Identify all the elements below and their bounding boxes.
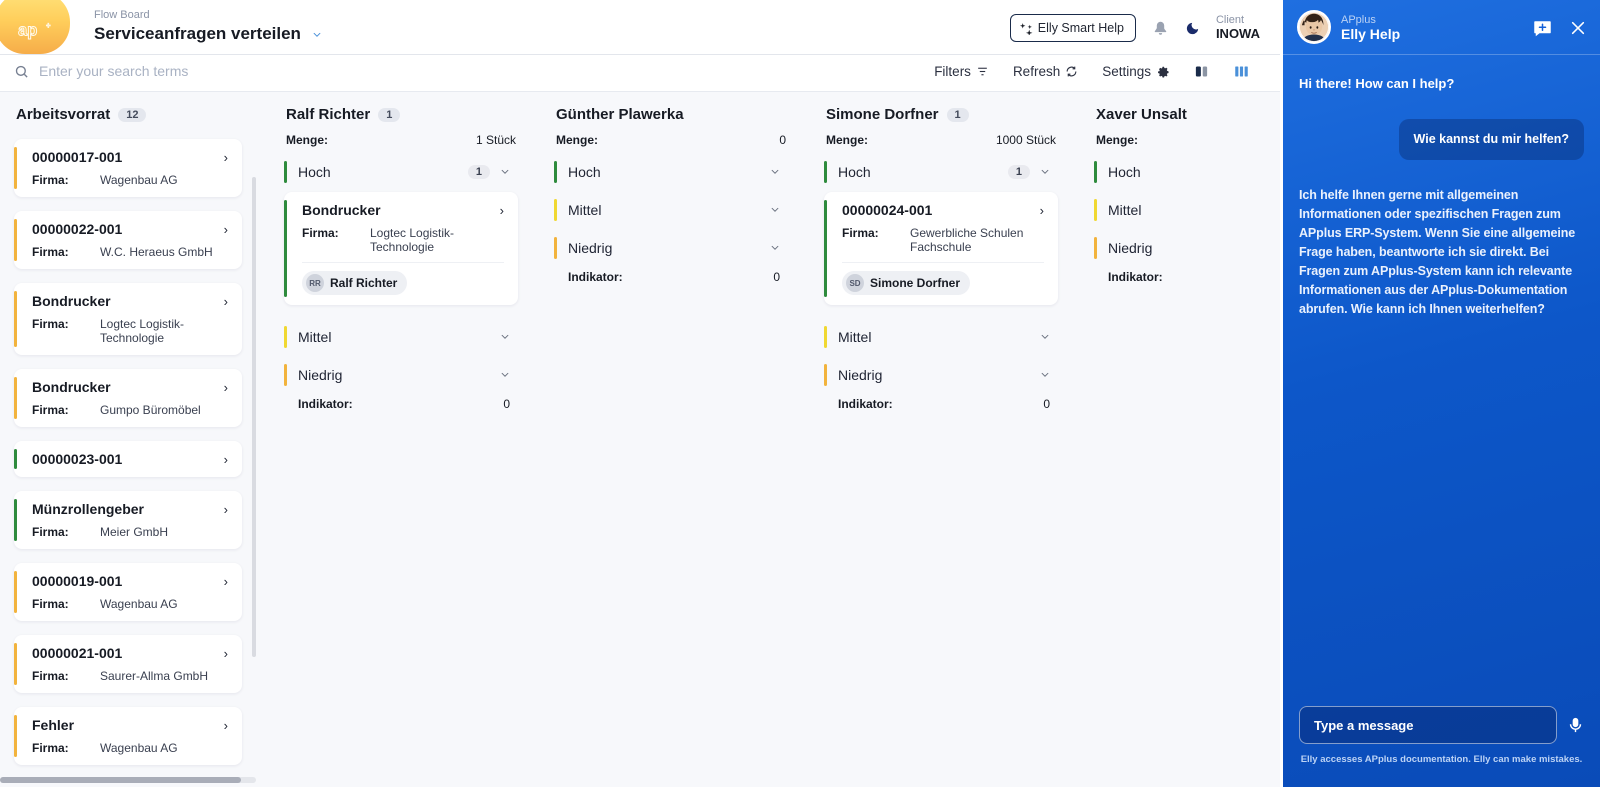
svg-text:+: + bbox=[46, 21, 51, 30]
svg-text:ap: ap bbox=[18, 22, 37, 40]
